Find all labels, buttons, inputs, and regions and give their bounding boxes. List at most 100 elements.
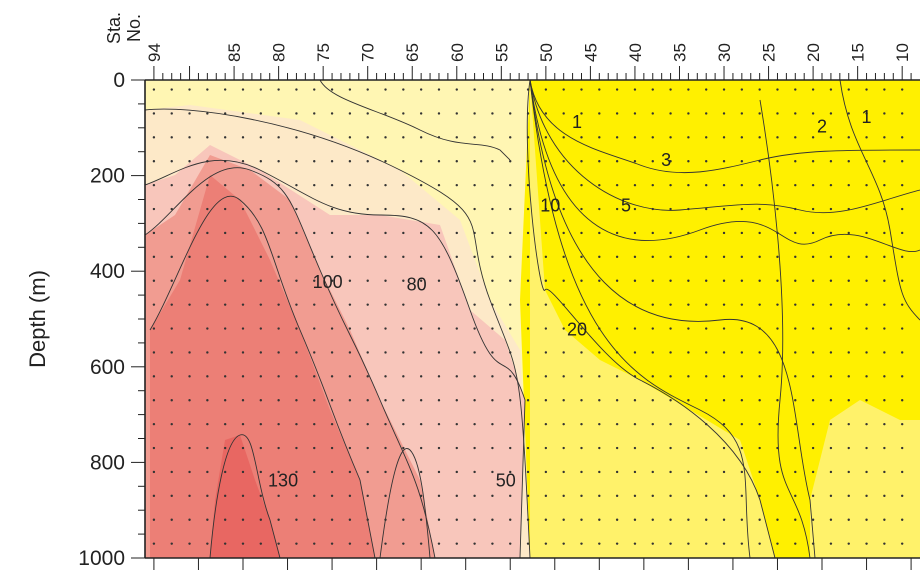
station-dot	[883, 207, 886, 211]
station-dot	[740, 542, 744, 545]
station-dot	[491, 255, 494, 259]
station-dot	[473, 231, 476, 235]
contour-line	[379, 448, 431, 558]
contour-value-label: 80	[407, 274, 427, 294]
station-dot	[633, 399, 637, 402]
station-dot	[776, 327, 779, 330]
station-dot	[865, 518, 868, 521]
station-dot	[598, 327, 601, 330]
station-dot	[598, 183, 601, 187]
station-dot	[170, 112, 173, 115]
station-dot	[206, 255, 209, 259]
station-dot	[722, 375, 726, 378]
station-dot	[580, 255, 583, 259]
station-dot	[758, 279, 761, 282]
station-dot	[295, 446, 298, 450]
station-dot	[259, 231, 263, 235]
station-dot	[651, 351, 654, 354]
station-dot	[776, 279, 779, 282]
station-dot	[580, 303, 583, 306]
station-dot	[188, 255, 191, 259]
station-dot	[223, 136, 227, 139]
station-dot	[455, 327, 458, 330]
station-dot	[366, 279, 369, 282]
station-dot	[580, 327, 583, 330]
station-dot	[847, 255, 850, 259]
station-dot	[580, 160, 583, 163]
station-dot	[544, 207, 548, 211]
station-dot	[295, 112, 298, 115]
station-dot	[722, 422, 726, 426]
station-dot	[740, 422, 744, 426]
station-dot	[722, 183, 726, 187]
station-dot	[402, 279, 405, 282]
station-dot	[847, 279, 850, 282]
station-dot	[687, 375, 690, 378]
station-dot	[722, 351, 726, 354]
station-dot	[491, 88, 494, 91]
station-dot	[883, 399, 886, 402]
station-dot	[402, 183, 405, 187]
station-tick-label: 40	[626, 43, 645, 62]
station-dot	[384, 112, 387, 115]
station-dot	[509, 207, 512, 211]
station-dot	[651, 327, 654, 330]
station-dot	[241, 112, 245, 115]
station-tick-label: 94	[145, 43, 164, 62]
station-dot	[313, 207, 316, 211]
station-dot	[402, 112, 405, 115]
station-dot	[223, 279, 227, 282]
station-dot	[633, 279, 637, 282]
contour-line	[529, 80, 751, 558]
station-dot	[580, 375, 583, 378]
station-dot	[722, 160, 726, 163]
station-dot	[509, 399, 512, 402]
station-dot	[562, 422, 565, 426]
station-dot	[722, 255, 726, 259]
station-dot	[188, 446, 191, 450]
station-dot	[829, 160, 833, 163]
station-dot	[223, 327, 227, 330]
station-dot	[152, 422, 156, 426]
station-dot	[170, 279, 173, 282]
station-dot	[883, 518, 886, 521]
station-dot	[509, 136, 512, 139]
station-dot	[419, 542, 423, 545]
station-dot	[722, 542, 726, 545]
station-dot	[669, 136, 672, 139]
station-dot	[794, 446, 797, 450]
station-dot	[865, 231, 868, 235]
station-dot	[615, 470, 619, 474]
station-dot	[206, 518, 209, 521]
station-dot	[705, 542, 708, 545]
station-dot	[313, 279, 316, 282]
station-dot	[152, 88, 156, 91]
station-dot	[758, 351, 761, 354]
station-dot	[188, 136, 191, 139]
station-dot	[491, 303, 494, 306]
station-dot	[455, 183, 458, 187]
station-dot	[544, 470, 548, 474]
station-dot	[437, 136, 441, 139]
station-dot	[366, 351, 369, 354]
station-dot	[152, 183, 156, 187]
station-dot	[598, 255, 601, 259]
depth-tick-label: 200	[90, 165, 125, 188]
station-dot	[348, 303, 352, 306]
station-dot	[580, 399, 583, 402]
station-dot	[687, 207, 690, 211]
station-dot	[170, 160, 173, 163]
station-dot	[473, 183, 476, 187]
station-dot	[455, 231, 458, 235]
station-dot	[241, 470, 245, 474]
station-dot	[526, 303, 530, 306]
station-dot	[366, 422, 369, 426]
station-dot	[705, 351, 708, 354]
station-dot	[402, 303, 405, 306]
station-dot	[580, 231, 583, 235]
contour-line	[526, 80, 776, 558]
station-dot	[348, 231, 352, 235]
station-dot	[509, 542, 512, 545]
station-dot	[402, 160, 405, 163]
station-dot	[170, 494, 173, 498]
